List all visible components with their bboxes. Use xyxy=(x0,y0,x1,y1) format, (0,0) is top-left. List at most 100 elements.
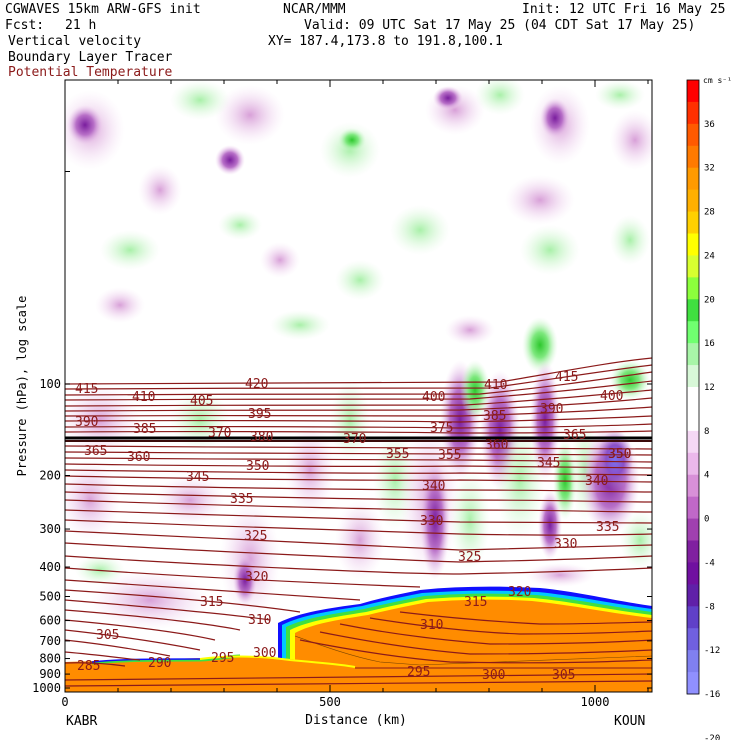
theta-label: 345 xyxy=(537,456,560,471)
colorbar-cell xyxy=(687,101,699,125)
colorbar-tick-label: 4 xyxy=(704,471,709,481)
y-tick-label: 600 xyxy=(39,614,61,628)
theta-label: 310 xyxy=(248,613,271,628)
colorbar-cell xyxy=(687,584,699,607)
colorbar-cell xyxy=(687,80,699,103)
init-time: Init: 12 UTC Fri 16 May 25 xyxy=(522,2,726,17)
colorbar-tick-label: 28 xyxy=(704,208,715,218)
y-ticks xyxy=(65,171,652,689)
theta-label: 400 xyxy=(600,389,623,404)
theta-label: 310 xyxy=(420,618,443,633)
theta-label: 295 xyxy=(407,665,430,680)
theta-label: 300 xyxy=(482,668,505,683)
colorbar-cell xyxy=(687,408,699,432)
theta-label: 400 xyxy=(422,390,445,405)
x-ticks xyxy=(64,80,649,692)
plot-frame xyxy=(64,79,653,693)
fcst-label: Fcst: xyxy=(5,18,45,33)
y-tick-label: 1000 xyxy=(32,681,61,695)
theta-label: 365 xyxy=(84,444,107,459)
theta-label: 340 xyxy=(422,479,445,494)
theta-label: 295 xyxy=(211,651,234,666)
colorbar-cell xyxy=(687,167,699,191)
y-tick-label: 700 xyxy=(39,634,61,648)
colorbar-tick-label: 32 xyxy=(704,164,715,174)
theta-label: 365 xyxy=(563,428,586,443)
theta-label: 380 xyxy=(250,430,273,445)
theta-label: 360 xyxy=(485,438,508,453)
y-tick-label: 400 xyxy=(39,560,61,574)
y-tick-label: 100 xyxy=(39,377,61,391)
theta-label: 350 xyxy=(246,459,269,474)
colorbar-tick-label: -12 xyxy=(704,646,720,656)
fcst-value: 21 h xyxy=(65,18,97,33)
colorbar-units: cm s⁻¹ xyxy=(703,76,732,85)
field-potential-temperature: Potential Temperature xyxy=(8,65,173,80)
theta-label: 320 xyxy=(508,585,531,600)
theta-label: 370 xyxy=(208,426,231,441)
y-tick-label: 800 xyxy=(39,652,61,666)
theta-label: 395 xyxy=(248,407,271,422)
theta-label: 330 xyxy=(420,514,443,529)
theta-label: 375 xyxy=(430,421,453,436)
x-tick-label: 0 xyxy=(61,695,68,709)
theta-label: 390 xyxy=(75,415,98,430)
colorbar-cell xyxy=(687,299,699,322)
plot-field: 415 410 420 405 400 410 415 400 390 385 … xyxy=(65,80,652,692)
theta-label: 385 xyxy=(133,422,156,437)
y-tick-label: 200 xyxy=(39,469,61,483)
colorbar-cell xyxy=(687,233,699,256)
theta-label: 345 xyxy=(186,470,209,485)
x-tick-label: 500 xyxy=(319,695,341,709)
colorbar-tick-label: -4 xyxy=(704,558,715,568)
theta-label: 335 xyxy=(596,520,619,535)
theta-label: 335 xyxy=(230,492,253,507)
colorbar-tick-label: 36 xyxy=(704,120,715,130)
theta-labels: 415 410 420 405 400 410 415 400 390 385 … xyxy=(75,370,631,683)
theta-label: 315 xyxy=(200,595,223,610)
colorbar-cell xyxy=(687,562,699,585)
field-vertical-velocity: Vertical velocity xyxy=(8,34,142,49)
theta-label: 390 xyxy=(540,402,563,417)
colorbar-cell xyxy=(687,606,699,629)
theta-label: 325 xyxy=(458,550,481,565)
y-tick-label: 300 xyxy=(39,522,61,536)
colorbar-cell xyxy=(687,211,699,234)
colorbar-tick-label: 20 xyxy=(704,295,715,305)
colorbar-cell xyxy=(687,189,699,213)
y-tick-label: 900 xyxy=(39,667,61,681)
colorbar-cell xyxy=(687,321,699,344)
colorbar-tick-label: 12 xyxy=(704,383,715,393)
colorbar-tick-label: -8 xyxy=(704,602,715,612)
theta-label: 285 xyxy=(77,659,100,674)
theta-label: 320 xyxy=(245,570,268,585)
colorbar-cell xyxy=(687,365,699,388)
colorbar-cell xyxy=(687,474,699,498)
theta-label: 300 xyxy=(253,646,276,661)
theta-label: 330 xyxy=(554,537,577,552)
colorbar-cell xyxy=(687,277,699,300)
theta-label: 370 xyxy=(343,432,366,447)
theta-label: 385 xyxy=(483,409,506,424)
theta-label: 340 xyxy=(585,474,608,489)
colorbar-cell xyxy=(687,145,699,169)
colorbar-tick-label: 8 xyxy=(704,427,709,437)
colorbar-cell xyxy=(687,430,699,454)
potential-temperature-contours xyxy=(65,357,652,687)
colorbar-cell xyxy=(687,650,699,673)
colorbar-cell xyxy=(687,387,699,410)
center-label: NCAR/MMM xyxy=(283,2,346,17)
cross-section-xy: XY= 187.4,173.8 to 191.8,100.1 xyxy=(268,34,503,49)
model-title: CGWAVES 15km ARW-GFS init xyxy=(5,2,201,17)
y-axis-label: Pressure (hPa), log scale xyxy=(15,296,29,477)
colorbar: cm s⁻¹ 36 32 28 24 20 16 12 8 4 0 -4 -8 -12 -16 -20 xyxy=(686,76,732,740)
theta-label: 355 xyxy=(438,448,461,463)
colorbar-cell xyxy=(687,672,699,695)
colorbar-cell xyxy=(687,123,699,147)
theta-label: 410 xyxy=(484,378,507,393)
colorbar-cell xyxy=(687,540,699,563)
colorbar-cell xyxy=(687,518,699,541)
colorbar-cell xyxy=(687,496,699,520)
theta-label: 405 xyxy=(190,394,213,409)
